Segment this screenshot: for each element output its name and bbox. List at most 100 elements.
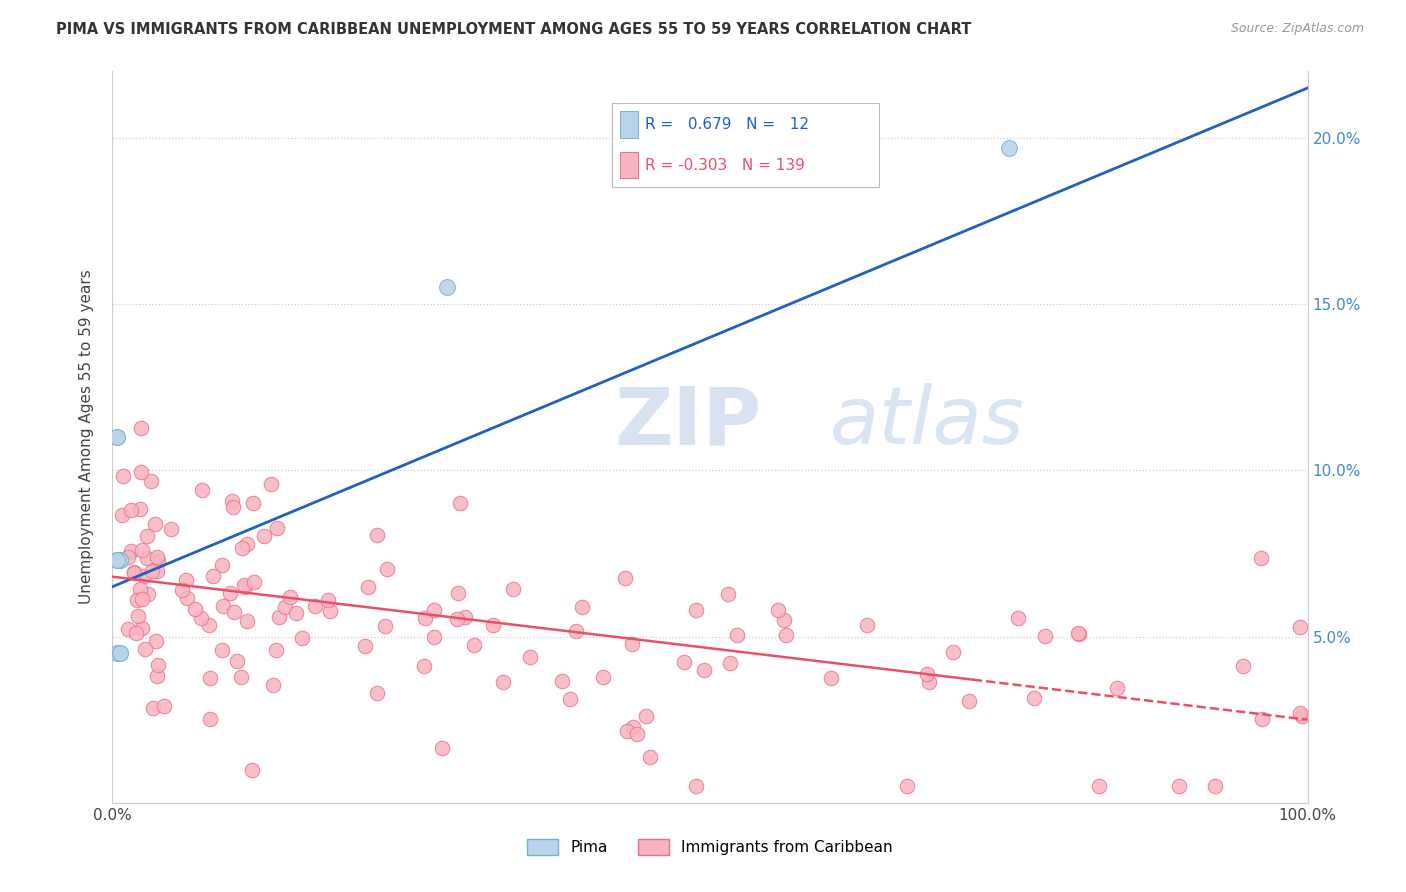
Point — [235, 580, 257, 594]
Point — [112, 468, 135, 483]
Point — [131, 621, 153, 635]
Point — [136, 551, 159, 566]
Point — [122, 566, 145, 580]
Point — [242, 496, 264, 510]
Point — [128, 502, 150, 516]
Point — [592, 670, 614, 684]
Point — [551, 674, 574, 689]
Point — [1291, 709, 1313, 723]
Point — [105, 553, 128, 567]
Point — [122, 566, 145, 580]
Text: ZIP: ZIP — [614, 384, 762, 461]
Point — [211, 558, 233, 572]
Point — [125, 593, 148, 607]
Point — [262, 678, 284, 692]
Point — [198, 713, 221, 727]
Point — [136, 529, 159, 543]
Point — [134, 642, 156, 657]
Point — [190, 611, 212, 625]
Point — [718, 656, 741, 670]
Point — [219, 585, 242, 599]
Point — [918, 674, 941, 689]
Point — [1105, 681, 1128, 695]
Point — [211, 643, 233, 657]
Point — [291, 632, 314, 646]
Point — [105, 553, 128, 567]
Point — [304, 599, 326, 614]
Point — [1088, 779, 1111, 793]
Point — [146, 550, 169, 565]
Point — [1067, 626, 1090, 640]
Point — [222, 500, 245, 514]
Point — [447, 586, 470, 600]
Point — [105, 646, 128, 660]
Point — [229, 670, 252, 684]
Point — [768, 603, 790, 617]
Point — [502, 582, 524, 596]
Point — [131, 592, 153, 607]
Point — [120, 543, 142, 558]
Point — [146, 565, 169, 579]
Point — [141, 564, 163, 578]
Point — [620, 637, 643, 651]
Point — [638, 750, 661, 764]
Point — [366, 528, 388, 542]
Point — [492, 675, 515, 690]
Point — [685, 603, 707, 617]
Point — [917, 667, 939, 681]
Text: R =   0.679   N =   12: R = 0.679 N = 12 — [645, 118, 810, 132]
Point — [129, 420, 152, 434]
Point — [143, 517, 166, 532]
Point — [482, 618, 505, 632]
Point — [374, 618, 396, 632]
Point — [267, 610, 290, 624]
Point — [717, 586, 740, 600]
Point — [1204, 779, 1226, 793]
Point — [673, 656, 696, 670]
Point — [242, 575, 264, 590]
Point — [105, 553, 128, 567]
Point — [430, 741, 453, 756]
Point — [318, 593, 340, 607]
Text: PIMA VS IMMIGRANTS FROM CARIBBEAN UNEMPLOYMENT AMONG AGES 55 TO 59 YEARS CORRELA: PIMA VS IMMIGRANTS FROM CARIBBEAN UNEMPL… — [56, 22, 972, 37]
Point — [357, 580, 380, 594]
Point — [1251, 712, 1274, 726]
Point — [1288, 620, 1310, 634]
Point — [108, 646, 131, 660]
Point — [1007, 610, 1029, 624]
Point — [108, 553, 131, 567]
Y-axis label: Unemployment Among Ages 55 to 59 years: Unemployment Among Ages 55 to 59 years — [79, 269, 94, 605]
Point — [366, 686, 388, 700]
Point — [127, 608, 149, 623]
Point — [172, 583, 194, 598]
Point — [176, 591, 198, 605]
Point — [1232, 658, 1254, 673]
Point — [191, 483, 214, 498]
Point — [1168, 779, 1191, 793]
Point — [1288, 706, 1310, 721]
Point — [146, 669, 169, 683]
Point — [634, 709, 657, 723]
Point — [616, 723, 638, 738]
Point — [252, 528, 274, 542]
Text: R = -0.303   N = 139: R = -0.303 N = 139 — [645, 158, 806, 172]
Point — [105, 430, 128, 444]
Point — [146, 554, 169, 568]
Point — [117, 622, 139, 636]
Point — [1033, 629, 1056, 643]
Legend: Pima, Immigrants from Caribbean: Pima, Immigrants from Caribbean — [522, 833, 898, 861]
Point — [621, 720, 644, 734]
Point — [141, 474, 163, 488]
Point — [614, 571, 637, 585]
Point — [136, 587, 159, 601]
Text: atlas: atlas — [830, 384, 1025, 461]
Point — [197, 617, 219, 632]
Point — [131, 543, 153, 558]
Point — [422, 603, 444, 617]
Point — [775, 628, 797, 642]
Point — [856, 618, 879, 632]
Point — [240, 763, 263, 777]
Point — [236, 614, 259, 628]
Point — [278, 591, 301, 605]
Point — [626, 727, 648, 741]
